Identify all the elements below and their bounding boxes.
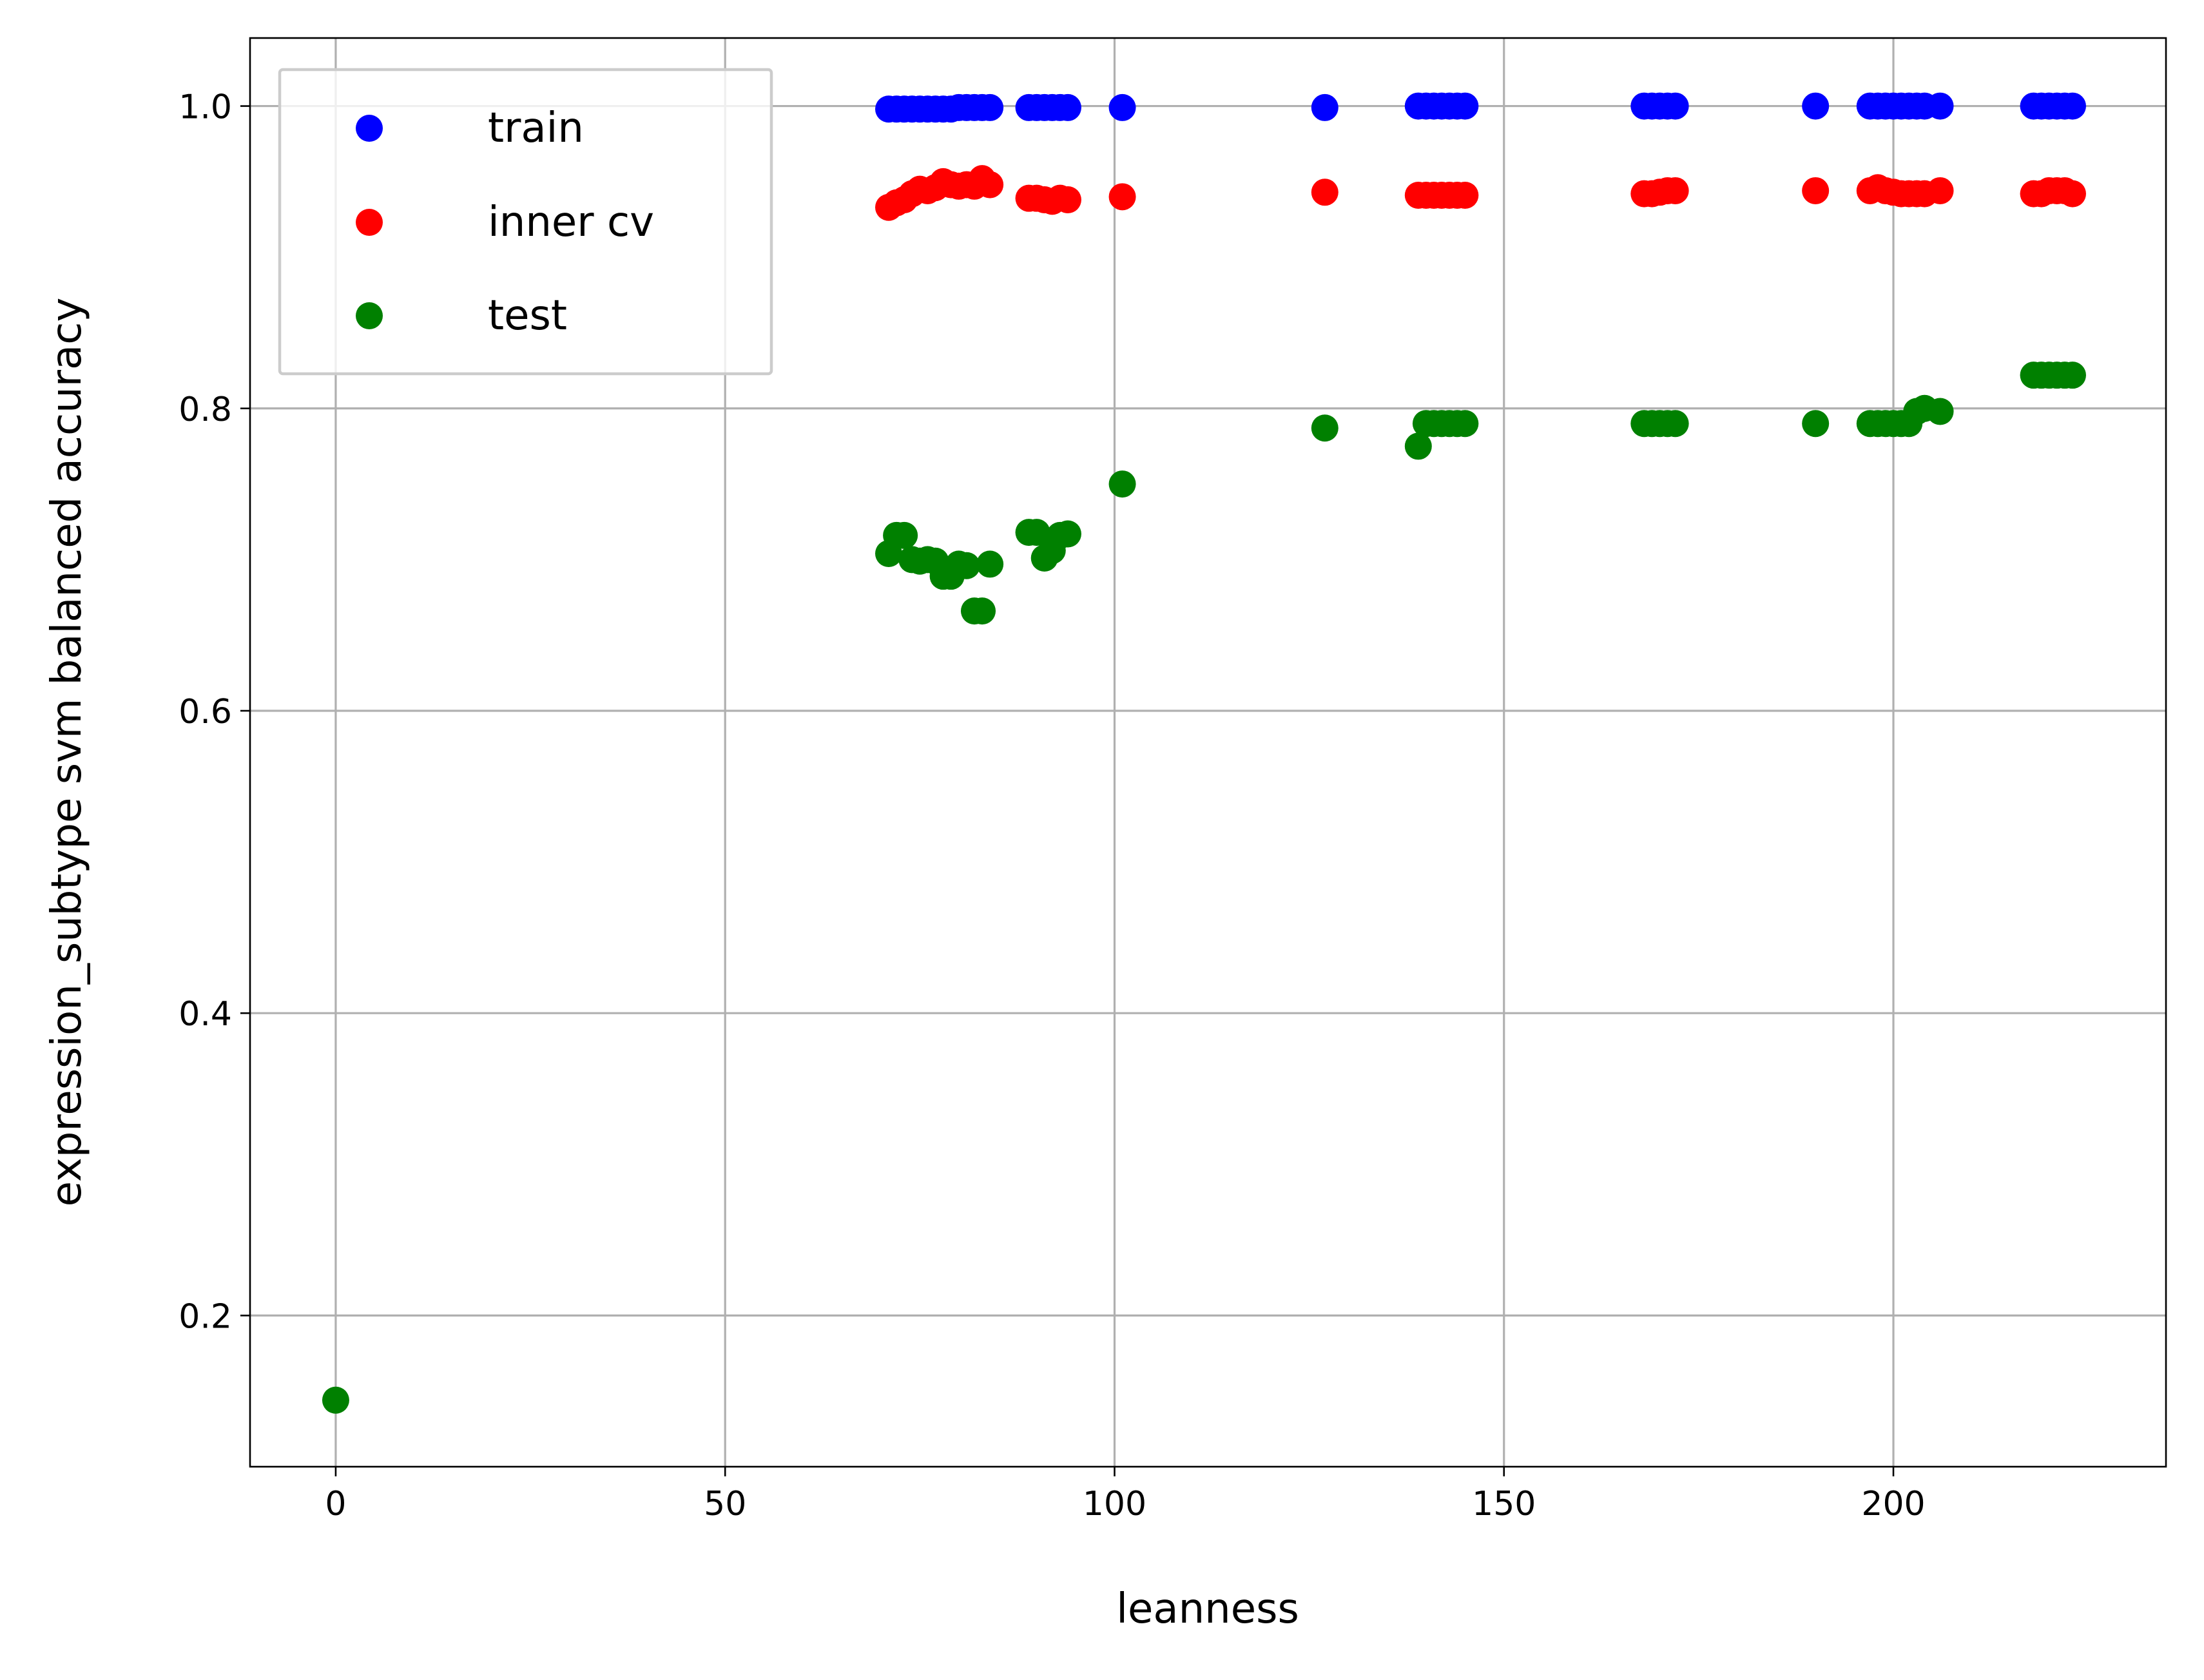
data-point xyxy=(1661,410,1689,438)
data-point xyxy=(1661,177,1689,204)
series-train xyxy=(875,92,2086,123)
legend-label-inner-cv: inner cv xyxy=(488,198,654,246)
y-tick-label: 1.0 xyxy=(179,88,232,127)
grid-layer xyxy=(250,38,2166,1467)
series-inner-cv xyxy=(875,165,2086,221)
data-point xyxy=(976,550,1004,578)
data-point xyxy=(2058,180,2086,208)
x-tick-label: 50 xyxy=(704,1485,746,1523)
data-point xyxy=(976,171,1004,198)
legend-label-test: test xyxy=(488,292,567,340)
y-tick-label: 0.4 xyxy=(179,995,232,1034)
data-point xyxy=(1802,410,1830,438)
legend-label-train: train xyxy=(488,104,584,152)
x-tick-label: 150 xyxy=(1472,1485,1536,1523)
data-point xyxy=(1311,93,1339,121)
data-point xyxy=(1802,92,1830,120)
data-point xyxy=(1451,92,1479,120)
data-point xyxy=(1926,177,1954,204)
data-point xyxy=(1661,92,1689,120)
data-point xyxy=(2058,92,2086,120)
x-tick-label: 200 xyxy=(1861,1485,1925,1523)
legend-marker-train xyxy=(356,115,383,142)
axes-frame xyxy=(249,37,2167,1468)
legend-marker-inner-cv xyxy=(356,209,383,236)
data-point xyxy=(1404,432,1432,460)
data-point xyxy=(1054,520,1081,548)
data-point xyxy=(1926,92,1954,120)
x-tick-label: 100 xyxy=(1083,1485,1146,1523)
data-point xyxy=(976,93,1004,121)
data-point xyxy=(1802,177,1830,204)
data-point xyxy=(1108,183,1136,211)
data-point xyxy=(1108,93,1136,121)
data-point xyxy=(1451,181,1479,209)
legend-marker-test xyxy=(356,302,383,329)
series-test xyxy=(322,362,2086,1414)
y-axis-label: expression_subtype svm balanced accuracy xyxy=(43,298,91,1207)
legend: train inner cv test xyxy=(278,68,773,376)
data-point xyxy=(1023,519,1050,546)
data-point xyxy=(1311,179,1339,206)
data-point xyxy=(1926,398,1954,425)
y-tick-label: 0.8 xyxy=(179,391,232,429)
y-tick-label: 0.2 xyxy=(179,1297,232,1336)
data-point xyxy=(1054,186,1081,214)
y-tick-label: 0.6 xyxy=(179,693,232,731)
data-point xyxy=(1054,93,1081,121)
ticks-layer: 0 50 100 150 200 0.2 0.4 0.6 0.8 1.0 xyxy=(179,88,1925,1523)
data-point xyxy=(1108,470,1136,498)
data-point xyxy=(952,552,980,579)
data-point xyxy=(2058,362,2086,389)
data-point xyxy=(322,1386,349,1414)
data-point xyxy=(1311,414,1339,442)
data-point xyxy=(1451,410,1479,438)
legend-box xyxy=(278,68,773,376)
data-point xyxy=(891,521,918,549)
data-point xyxy=(969,597,996,625)
x-axis-label: leanness xyxy=(1116,1585,1299,1633)
x-tick-label: 0 xyxy=(325,1485,346,1523)
points-layer xyxy=(322,92,2086,1414)
